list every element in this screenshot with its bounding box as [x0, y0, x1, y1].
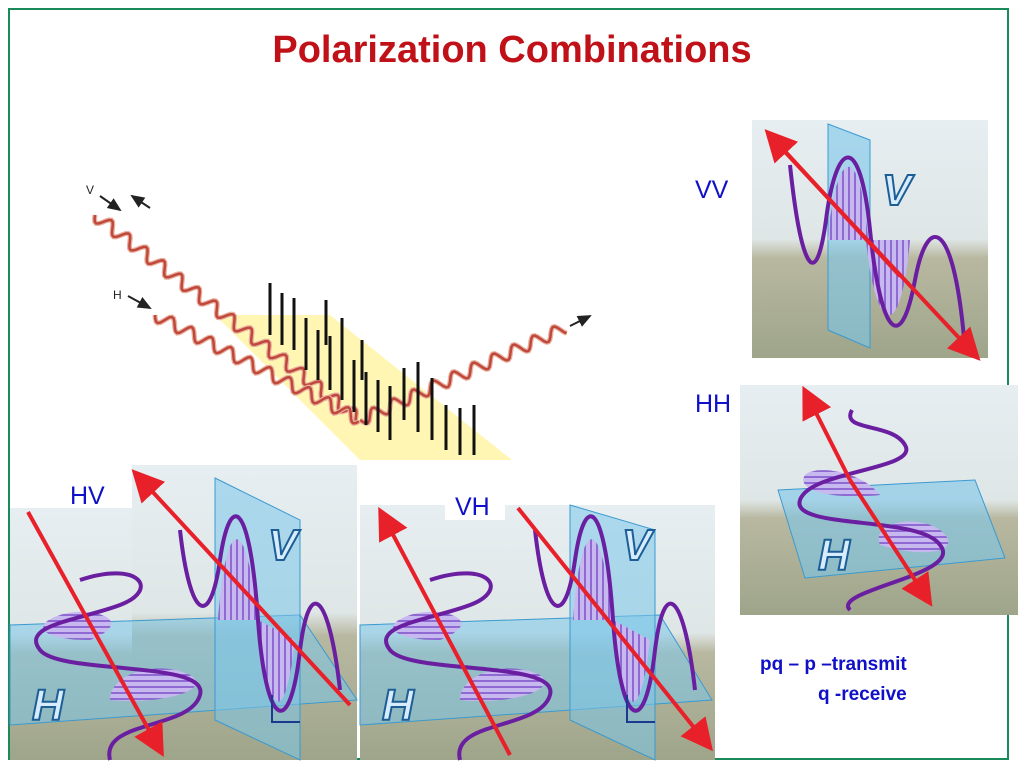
panel-label: HV [70, 482, 105, 510]
plane-label: V [882, 166, 915, 215]
arrow [516, 506, 714, 752]
lobe [460, 668, 545, 701]
arrow [130, 194, 151, 209]
arrow [26, 511, 164, 757]
hh-panel: H [740, 385, 1018, 615]
vv-panel: V [752, 120, 988, 361]
arrow [378, 506, 512, 756]
arrow [802, 385, 852, 481]
plane-label: H [382, 681, 415, 730]
right-angle [271, 695, 300, 723]
note-line: q -receive [818, 684, 907, 705]
right-angle [626, 695, 655, 723]
ray [93, 214, 358, 424]
diagram-label: H [113, 288, 122, 302]
wave [178, 514, 342, 713]
arrow [764, 129, 902, 278]
surface [215, 315, 512, 460]
arrow [131, 469, 352, 707]
plane-label: H [32, 681, 65, 730]
arrow [127, 295, 152, 309]
lobe [258, 620, 295, 702]
plane-label: V [268, 521, 301, 570]
title: Polarization Combinations [272, 29, 751, 71]
diagram-label: V [86, 183, 94, 197]
arrow [99, 195, 122, 212]
ray [359, 325, 568, 425]
wave [788, 155, 967, 351]
lobe [218, 539, 258, 620]
lobe [573, 539, 613, 620]
panel-label: VV [695, 176, 729, 204]
arrow [569, 315, 592, 327]
panel-label: VH [455, 493, 490, 521]
ray [153, 314, 360, 425]
plane-label: H [818, 531, 851, 580]
arrow [848, 478, 933, 607]
scattering-diagram: V H [86, 183, 592, 460]
wave [533, 514, 697, 713]
vh-panel: H V [359, 504, 715, 761]
label-bg [58, 470, 132, 508]
lobe [803, 470, 880, 497]
note-line: pq – p –transmit [760, 654, 907, 675]
lobe [828, 166, 868, 240]
panel-label: HH [695, 390, 731, 418]
plane-label: V [622, 521, 655, 570]
wave [34, 571, 203, 761]
wave [384, 571, 553, 761]
label-bg [445, 482, 505, 520]
hv-panel: H V [9, 465, 358, 761]
lobe [866, 240, 910, 316]
